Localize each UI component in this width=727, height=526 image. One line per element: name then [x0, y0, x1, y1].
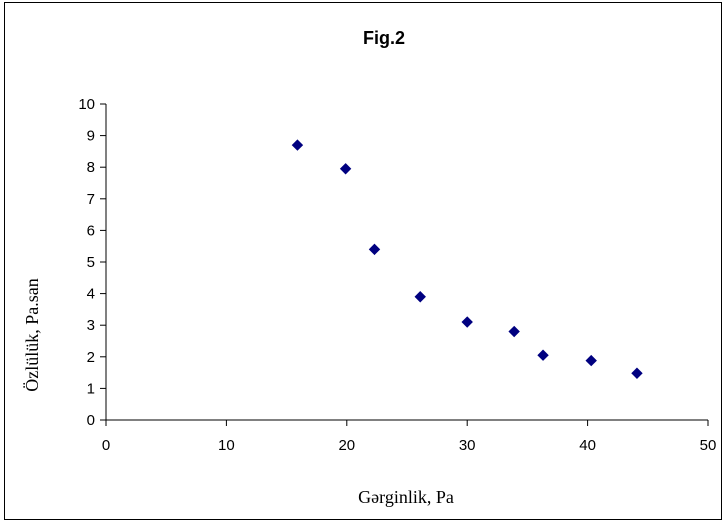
y-tick-label: 7	[87, 191, 95, 208]
x-axis-label: Gərginlik, Pa	[358, 487, 454, 507]
data-point	[461, 316, 473, 328]
chart-frame	[4, 2, 722, 520]
y-tick-label: 4	[87, 286, 95, 303]
data-point	[368, 243, 381, 256]
data-point	[585, 354, 597, 367]
chart-title: Fig.2	[363, 28, 405, 48]
y-tick-label: 5	[87, 254, 95, 271]
x-tick-label: 40	[579, 437, 596, 454]
x-tick-label: 0	[102, 437, 110, 454]
y-tick-label: 10	[78, 96, 95, 113]
x-tick-label: 20	[338, 437, 355, 454]
y-tick-label: 2	[87, 349, 95, 366]
data-point	[414, 291, 426, 303]
y-tick-label: 1	[87, 380, 95, 397]
y-tick-label: 8	[87, 159, 95, 176]
y-tick-label: 0	[87, 412, 95, 429]
x-tick-label: 10	[218, 437, 235, 454]
plot-area: 0 1 2 3 4 5 6 7 8 9 10 0 10 20 30 40 50	[78, 96, 716, 454]
y-tick-label: 6	[87, 222, 95, 239]
x-tick-label: 50	[700, 437, 717, 454]
data-point	[291, 139, 304, 151]
y-axis-label: Özlülük, Pa.san	[22, 278, 42, 391]
y-tick-label: 3	[87, 317, 95, 334]
x-tick-label: 30	[459, 437, 476, 454]
data-point	[537, 349, 549, 361]
data-point	[339, 163, 352, 175]
data-point	[631, 367, 643, 379]
data-point	[508, 325, 520, 338]
y-tick-label: 9	[87, 128, 95, 145]
